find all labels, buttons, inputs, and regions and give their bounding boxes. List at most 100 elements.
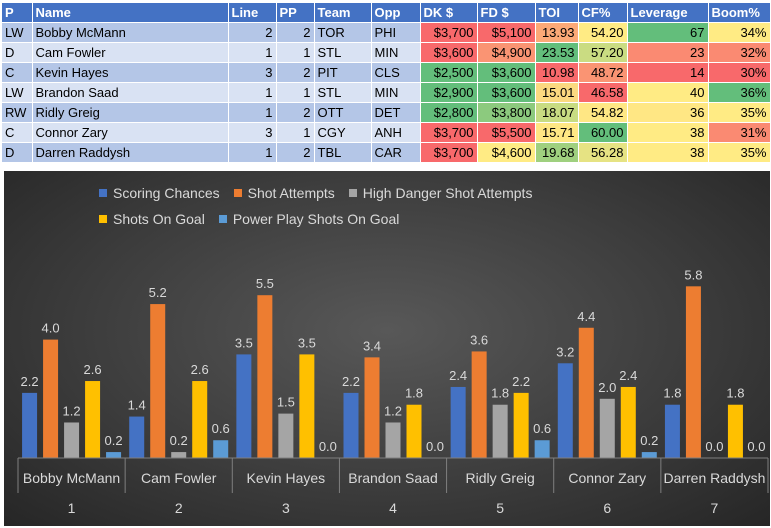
legend-swatch [233,189,242,197]
bar [43,339,59,458]
table-row: RW Ridly Greig 1 2 OTT DET $2,800 $3,800 18.07 54… [2,102,771,123]
column-header: Team [314,3,372,23]
table-row: D Cam Fowler 1 1 STL MIN $3,600 $4,900 23.53 57.2… [2,42,771,63]
table-cell: 34% [708,22,771,43]
column-header: P [2,3,33,23]
table-cell: $3,600 [420,42,478,63]
table-cell: D [2,42,33,63]
category-number: 6 [603,500,611,516]
table-row: C Kevin Hayes 3 2 PIT CLS $2,500 $3,600 10.98 48.… [2,62,771,83]
table-cell: 15.71 [535,122,579,143]
column-header: TOI [535,3,579,23]
bar [129,416,145,458]
category-label: Kevin Hayes [247,470,326,486]
legend-row: Shots On Goal Power Play Shots On Goal [99,210,413,228]
data-label: 2.6 [84,362,102,377]
legend-item: Shot Attempts [233,185,335,201]
table-cell: Cam Fowler [32,42,229,63]
table-cell: 30% [708,62,771,83]
table-cell: 1 [228,82,277,103]
table-cell: MIN [371,42,421,63]
data-label: 5.2 [149,285,167,300]
table-cell: TOR [314,22,372,43]
column-header: Boom% [708,3,771,23]
table-cell: $3,700 [420,142,478,162]
data-label: 2.2 [512,374,530,389]
column-header: Name [32,3,229,23]
table-cell: $3,700 [420,122,478,143]
table-cell: 1 [276,122,315,143]
table-cell: RW [2,102,33,123]
category-number: 7 [711,500,719,516]
column-header: Line [228,3,277,23]
data-label: 1.8 [726,386,744,401]
data-label: 0.6 [212,421,230,436]
bar [278,413,294,458]
table-row: LW Bobby McMann 2 2 TOR PHI $3,700 $5,100 13.93 5… [2,22,771,43]
table-cell: OTT [314,102,372,123]
bar [171,452,187,458]
table-cell: 1 [276,42,315,63]
table-cell: Connor Zary [32,122,229,143]
table-cell: 48.72 [578,62,628,83]
bar [150,304,166,458]
data-label: 2.0 [598,380,616,395]
data-label: 2.4 [449,368,467,383]
data-label: 0.0 [705,439,723,454]
table-cell: Ridly Greig [32,102,229,123]
table-cell: CAR [371,142,421,162]
bar [192,381,208,458]
bar [727,404,743,458]
bar [364,357,380,458]
data-label: 5.8 [684,267,702,282]
table-cell: TBL [314,142,372,162]
bar [513,392,529,458]
table-cell: Brandon Saad [32,82,229,103]
table-cell: 18.07 [535,102,579,123]
data-label: 1.5 [277,395,295,410]
table-cell: 31% [708,122,771,143]
bar [641,452,657,458]
bar [257,295,273,458]
table-cell: 13.93 [535,22,579,43]
column-header: DK $ [420,3,478,23]
column-header: Leverage [627,3,709,23]
table-cell: $5,500 [477,122,536,143]
category-label: Brandon Saad [348,470,438,486]
legend-label: Shot Attempts [247,185,335,201]
legend-label: Power Play Shots On Goal [232,211,400,227]
category-label: Connor Zary [568,470,646,486]
table-cell: D [2,142,33,162]
table-cell: $2,500 [420,62,478,83]
table-cell: 56.28 [578,142,628,162]
data-label: 2.2 [342,374,360,389]
table-cell: 40 [627,82,709,103]
table-cell: LW [2,82,33,103]
bar [578,327,594,458]
data-label: 1.8 [405,386,423,401]
data-label: 0.2 [105,433,123,448]
column-header: FD $ [477,3,536,23]
data-label: 4.0 [42,321,60,336]
legend-item: Shots On Goal [99,211,205,227]
table-cell: 36 [627,102,709,123]
table-cell: 1 [228,142,277,162]
data-label: 0.2 [640,433,658,448]
table-cell: 1 [228,42,277,63]
bar [213,440,229,458]
chart-plot-area: 2.2 4.0 1.2 2.6 0.2 Bobby McMann 1 1.4 5.2 0.2 2.6… [17,267,769,516]
data-label: 1.2 [384,403,402,418]
bar [685,286,701,458]
legend-label: Scoring Chances [113,185,220,201]
table-cell: 3 [228,122,277,143]
data-label: 2.6 [191,362,209,377]
legend-item: Scoring Chances [99,185,220,201]
table-cell: $3,600 [477,62,536,83]
table-row: D Darren Raddysh 1 2 TBL CAR $3,700 $4,600 19.68… [2,142,771,162]
bar [236,354,252,458]
legend-swatch [99,189,107,197]
data-label: 3.4 [363,338,381,353]
data-label: 1.8 [663,386,681,401]
category-label: Ridly Greig [466,470,535,486]
bar [664,404,680,458]
